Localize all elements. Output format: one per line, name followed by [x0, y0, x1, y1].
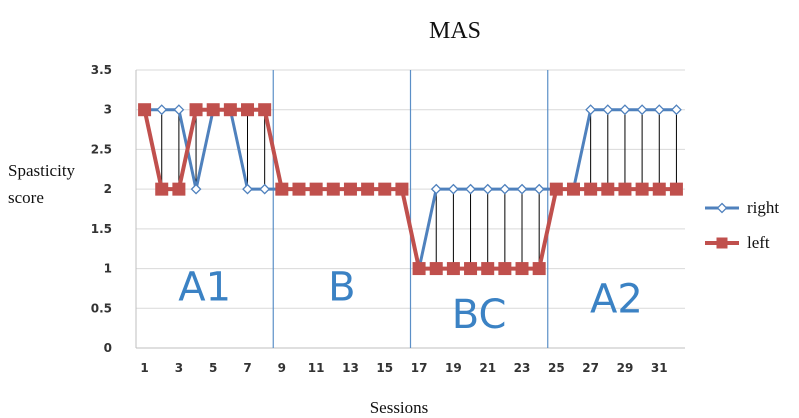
point-right: [447, 183, 459, 195]
y-tick-label: 2: [104, 182, 112, 196]
point-left: [515, 262, 529, 276]
point-right: [190, 183, 202, 195]
plot-area: 00.511.522.533.51 3 5 7 9 11 13 15 17 19 21 23 25 27 2…: [91, 63, 685, 375]
x-tick-label: 13: [342, 361, 359, 375]
x-tick-label: 21: [479, 361, 496, 375]
y-tick-label: 3: [104, 103, 112, 117]
x-tick-label: 1: [140, 361, 148, 375]
point-left: [635, 182, 649, 196]
legend-marker-right: [716, 202, 728, 214]
point-left: [429, 262, 443, 276]
point-left: [361, 182, 375, 196]
point-left: [412, 262, 426, 276]
y-axis-label-line1: Spasticity: [8, 161, 76, 180]
legend-label-left: left: [747, 233, 770, 252]
point-left: [618, 182, 632, 196]
point-left: [584, 182, 598, 196]
x-tick-label: 23: [514, 361, 531, 375]
x-axis-label: Sessions: [370, 398, 429, 417]
point-left: [172, 182, 186, 196]
point-right: [430, 183, 442, 195]
phase-label: B: [328, 264, 355, 310]
point-right: [465, 183, 476, 195]
y-tick-label: 1.5: [91, 222, 112, 236]
x-tick-label: 11: [308, 361, 325, 375]
point-right: [636, 104, 648, 116]
x-tick-label: 19: [445, 361, 462, 375]
x-tick-label: 9: [278, 361, 286, 375]
point-left: [601, 182, 615, 196]
point-left: [275, 182, 289, 196]
point-right: [259, 183, 271, 195]
point-left: [223, 103, 237, 117]
point-left: [549, 182, 563, 196]
x-tick-label: 29: [617, 361, 634, 375]
point-left: [481, 262, 495, 276]
x-tick-label: 5: [209, 361, 217, 375]
x-tick-label: 17: [411, 361, 428, 375]
x-tick-label: 15: [376, 361, 393, 375]
point-left: [241, 103, 255, 117]
x-tick-label: 27: [582, 361, 599, 375]
point-right: [653, 104, 665, 116]
x-tick-label: 3: [175, 361, 183, 375]
point-left: [395, 182, 409, 196]
point-left: [652, 182, 666, 196]
point-left: [669, 182, 683, 196]
x-tick-label: 31: [651, 361, 668, 375]
point-right: [602, 104, 614, 116]
phase-label: BC: [452, 292, 507, 338]
point-left: [138, 103, 152, 117]
point-left: [498, 262, 512, 276]
phase-label: A1: [178, 264, 231, 310]
point-right: [533, 183, 545, 195]
y-tick-label: 3.5: [91, 63, 112, 77]
point-left: [258, 103, 272, 117]
point-left: [309, 182, 323, 196]
point-right: [499, 183, 511, 195]
point-left: [464, 262, 478, 276]
legend-label-right: right: [747, 198, 779, 217]
point-right: [482, 183, 494, 195]
point-left: [292, 182, 306, 196]
point-right: [619, 104, 631, 116]
y-tick-label: 2.5: [91, 142, 112, 156]
legend: right left: [705, 198, 779, 252]
point-left: [378, 182, 392, 196]
point-left: [326, 182, 340, 196]
y-tick-label: 0: [104, 341, 112, 355]
point-left: [206, 103, 220, 117]
point-right: [156, 104, 168, 116]
point-left: [343, 182, 357, 196]
point-left: [566, 182, 580, 196]
point-left: [532, 262, 546, 276]
y-axis-label-line2: score: [8, 188, 44, 207]
point-left: [446, 262, 460, 276]
point-left: [189, 103, 203, 117]
legend-marker-left: [716, 237, 728, 249]
point-right: [516, 183, 528, 195]
point-right: [671, 104, 682, 116]
x-tick-label: 7: [243, 361, 251, 375]
point-right: [242, 183, 253, 195]
chart-title: MAS: [429, 18, 481, 44]
point-left: [155, 182, 169, 196]
x-tick-label: 25: [548, 361, 565, 375]
phase-label: A2: [590, 276, 643, 322]
y-tick-label: 0.5: [91, 301, 112, 315]
point-right: [585, 104, 597, 116]
point-right: [173, 104, 185, 116]
y-tick-label: 1: [104, 262, 112, 276]
